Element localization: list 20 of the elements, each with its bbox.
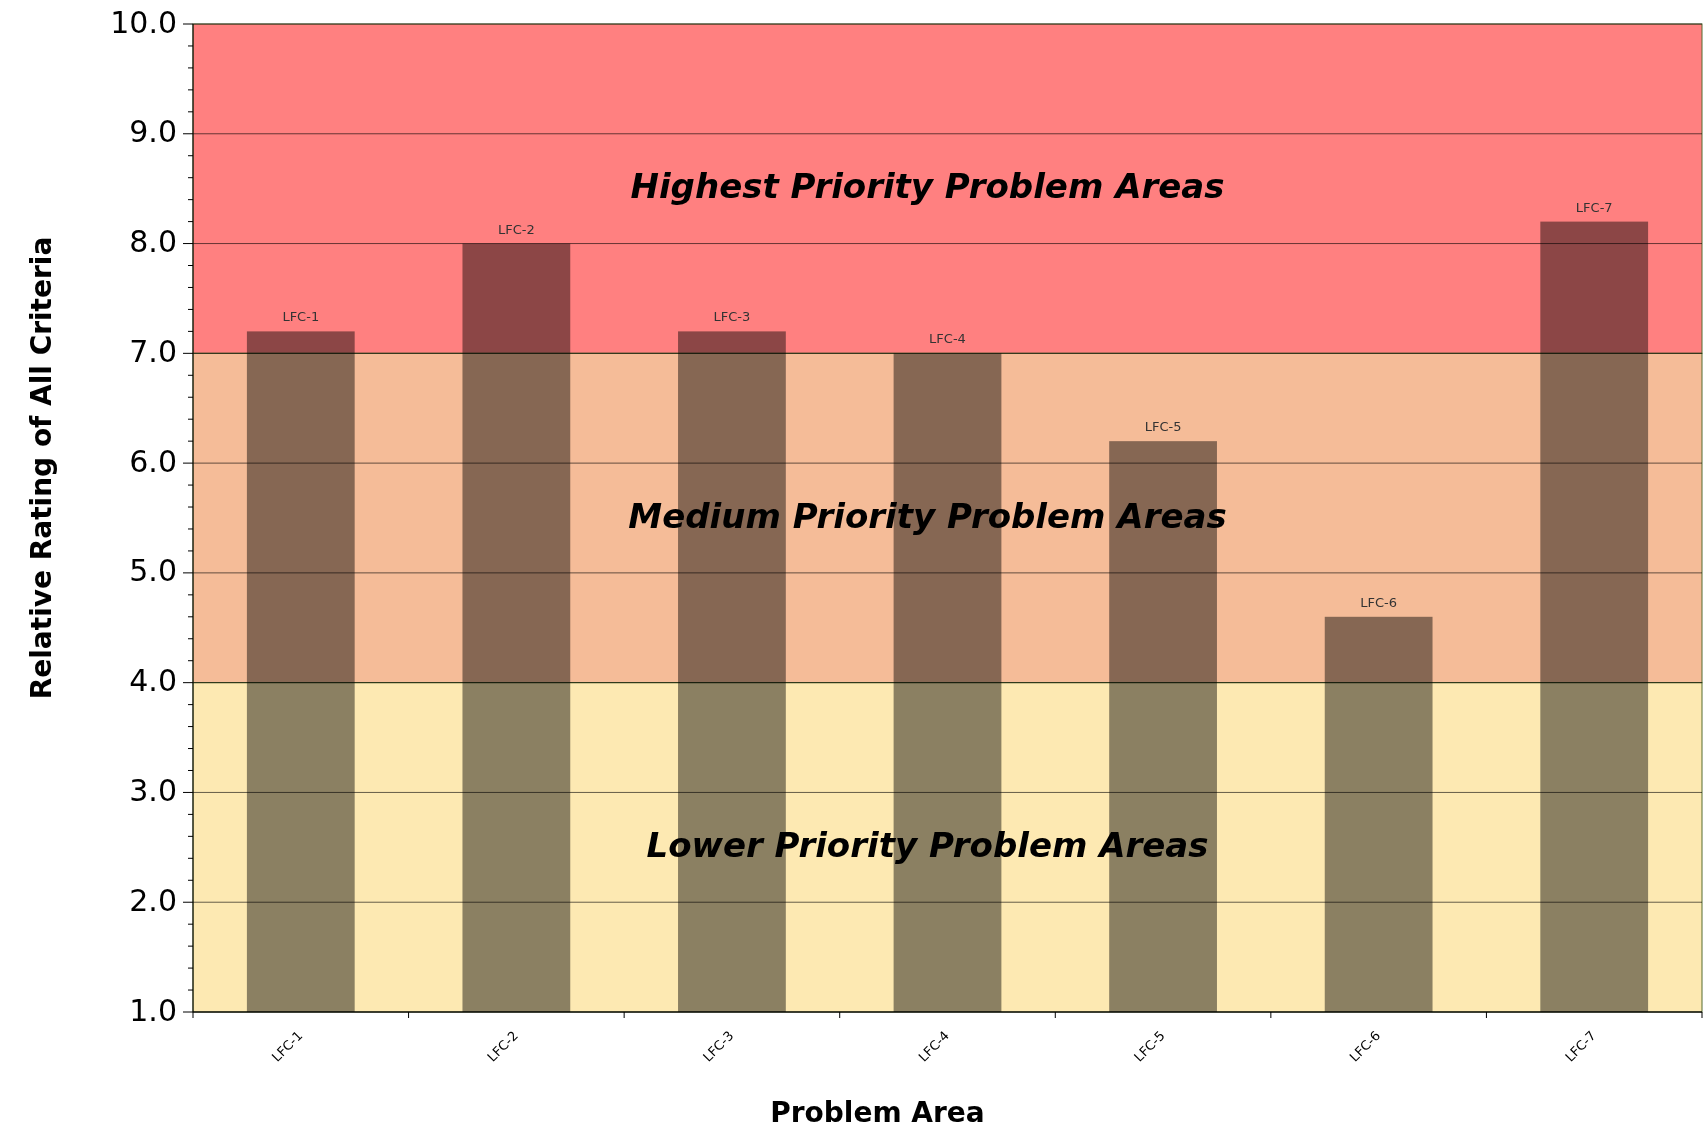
data-label: LFC-1 <box>282 309 320 325</box>
y-tick-label: 3.0 <box>129 772 177 808</box>
data-label: LFC-5 <box>1144 419 1182 435</box>
y-tick-label: 10.0 <box>110 4 177 40</box>
x-axis-title: Problem Area <box>770 1096 985 1129</box>
band-label: Highest Priority Problem Areas <box>630 166 1225 207</box>
data-label: LFC-6 <box>1360 594 1398 610</box>
data-label: LFC-2 <box>497 221 535 237</box>
y-tick-label: 6.0 <box>129 443 177 479</box>
y-tick-label: 2.0 <box>129 882 177 918</box>
y-tick-label: 9.0 <box>129 114 177 150</box>
y-tick-label: 5.0 <box>129 553 177 589</box>
data-label: LFC-7 <box>1575 199 1613 215</box>
y-tick-label: 7.0 <box>129 333 177 369</box>
y-tick-label: 4.0 <box>129 663 177 699</box>
y-tick-label: 1.0 <box>129 992 177 1028</box>
data-label: LFC-3 <box>713 309 751 325</box>
data-label: LFC-4 <box>929 331 966 347</box>
y-axis-title: Relative Rating of All Criteria <box>25 236 58 700</box>
y-tick-label: 8.0 <box>129 224 177 260</box>
